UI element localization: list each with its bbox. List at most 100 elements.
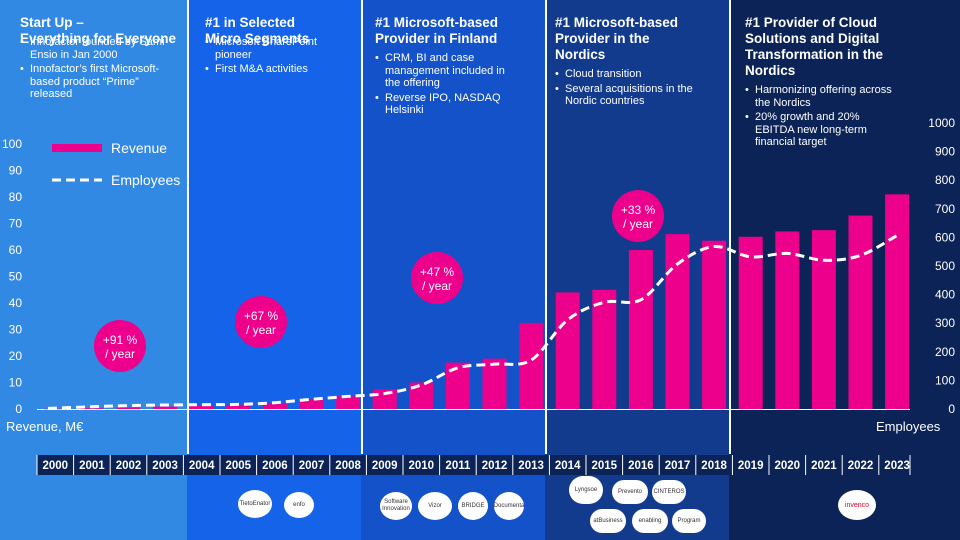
year-label: 2021 bbox=[811, 460, 837, 472]
left-tick-label: 0 bbox=[15, 402, 22, 416]
era-bullets: Microsoft SharePoint pioneer First M&A ac… bbox=[203, 36, 343, 78]
year-label: 2009 bbox=[372, 460, 398, 472]
acquisition-logo: BRIDGE bbox=[458, 492, 488, 520]
year-label: 2014 bbox=[555, 460, 581, 472]
revenue-bar bbox=[299, 398, 324, 409]
right-tick-label: 800 bbox=[935, 173, 955, 187]
era-bullet: Innofactor’s first Microsoft-based produ… bbox=[18, 63, 178, 101]
growth-bubble bbox=[235, 296, 287, 348]
left-tick-label: 10 bbox=[9, 376, 23, 390]
left-tick-label: 60 bbox=[9, 243, 23, 257]
legend-employees-label: Employees bbox=[111, 172, 180, 188]
left-axis-title: Revenue, M€ bbox=[6, 419, 84, 434]
era-bullets: Innofactor founded by Sami Ensio in Jan … bbox=[18, 36, 178, 103]
era-divider bbox=[729, 0, 731, 454]
year-label: 2013 bbox=[518, 460, 544, 472]
right-tick-label: 200 bbox=[935, 345, 955, 359]
left-tick-label: 20 bbox=[9, 349, 23, 363]
year-label: 2023 bbox=[884, 460, 910, 472]
right-tick-label: 0 bbox=[948, 402, 955, 416]
era-title: #1 Microsoft-based Provider in Finland bbox=[375, 15, 499, 46]
era-title: #1 Provider of Cloud Solutions and Digita… bbox=[745, 15, 884, 78]
revenue-bar bbox=[519, 322, 544, 409]
right-tick-label: 1000 bbox=[928, 116, 955, 130]
employees-line bbox=[47, 234, 898, 410]
era-bullet: 20% growth and 20% EBITDA new long-term … bbox=[743, 111, 893, 149]
revenue-bar bbox=[226, 404, 251, 409]
revenue-bar bbox=[262, 402, 287, 409]
acquisition-logo: Prevento bbox=[612, 480, 648, 504]
year-label: 2003 bbox=[152, 460, 178, 472]
acquisition-logo: atBusiness bbox=[590, 509, 626, 533]
era-bullet: First M&A activities bbox=[203, 63, 343, 76]
right-tick-label: 700 bbox=[935, 202, 955, 216]
year-label: 2005 bbox=[226, 460, 252, 472]
era-title: #1 Microsoft-based Provider in the Nordics bbox=[555, 15, 679, 62]
year-label: 2022 bbox=[848, 460, 874, 472]
acquisition-logo: enfo bbox=[284, 492, 314, 518]
growth-bubble-label: +33 % / year bbox=[621, 203, 656, 231]
revenue-bar bbox=[336, 396, 361, 409]
year-label: 2017 bbox=[665, 460, 691, 472]
revenue-bar bbox=[848, 215, 873, 409]
year-strip bbox=[37, 455, 910, 475]
acquisition-logo: Program bbox=[672, 509, 706, 533]
acquisition-logo: invenco bbox=[838, 490, 876, 520]
right-tick-label: 600 bbox=[935, 230, 955, 244]
era-divider bbox=[361, 0, 363, 454]
year-label: 2001 bbox=[79, 460, 105, 472]
year-label: 2016 bbox=[628, 460, 654, 472]
legend-revenue-label: Revenue bbox=[111, 140, 167, 156]
revenue-bar bbox=[775, 231, 800, 409]
era-bullets: Cloud transition Several acquisitions in … bbox=[553, 68, 693, 110]
era-bullet: Innofactor founded by Sami Ensio in Jan … bbox=[18, 36, 178, 61]
acquisition-logo: Software Innovation bbox=[380, 492, 412, 520]
year-label: 2012 bbox=[482, 460, 508, 472]
era-divider bbox=[545, 0, 547, 454]
growth-bubble bbox=[94, 320, 146, 372]
revenue-bar bbox=[592, 289, 617, 409]
left-tick-label: 100 bbox=[2, 137, 22, 151]
era-bullet: Microsoft SharePoint pioneer bbox=[203, 36, 343, 61]
acquisition-logo: Documenta bbox=[494, 492, 524, 520]
year-label: 2010 bbox=[409, 460, 435, 472]
year-label: 2000 bbox=[43, 460, 69, 472]
acquisition-logo: Vizor bbox=[418, 492, 452, 520]
right-tick-label: 400 bbox=[935, 288, 955, 302]
revenue-bar bbox=[79, 408, 104, 409]
growth-bubble-label: +91 % / year bbox=[103, 333, 138, 361]
acquisition-logo: Lyngsoe bbox=[569, 476, 603, 504]
left-tick-label: 30 bbox=[9, 323, 23, 337]
era-bullet: Cloud transition bbox=[553, 68, 693, 81]
left-tick-label: 90 bbox=[9, 164, 23, 178]
revenue-bar bbox=[665, 234, 690, 409]
year-label: 2006 bbox=[262, 460, 288, 472]
era-bullet: CRM, BI and case management included in … bbox=[373, 52, 513, 90]
revenue-bar bbox=[153, 406, 178, 409]
left-tick-label: 70 bbox=[9, 217, 23, 231]
growth-bubble bbox=[612, 190, 664, 242]
right-tick-label: 300 bbox=[935, 316, 955, 330]
growth-bubble-label: +67 % / year bbox=[244, 309, 279, 337]
era-bullets: Harmonizing offering across the Nordics2… bbox=[743, 84, 893, 151]
year-label: 2018 bbox=[701, 460, 727, 472]
left-tick-label: 80 bbox=[9, 190, 23, 204]
acquisition-logo: TietoEnator bbox=[238, 490, 272, 518]
revenue-bar bbox=[702, 240, 727, 409]
revenue-bar bbox=[482, 358, 507, 409]
era-band-2 bbox=[187, 0, 361, 540]
year-label: 2015 bbox=[592, 460, 618, 472]
year-label: 2011 bbox=[445, 460, 471, 472]
year-label: 2004 bbox=[189, 460, 215, 472]
acquisition-logo: CINTEROS bbox=[652, 480, 686, 504]
right-tick-label: 900 bbox=[935, 145, 955, 159]
revenue-bar bbox=[738, 236, 763, 409]
right-tick-label: 500 bbox=[935, 259, 955, 273]
legend-revenue-swatch bbox=[52, 144, 102, 152]
right-axis-title: Employees bbox=[876, 419, 941, 434]
era-divider bbox=[187, 0, 189, 454]
revenue-bar bbox=[811, 230, 836, 409]
era-bullet: Harmonizing offering across the Nordics bbox=[743, 84, 893, 109]
acquisition-logo: enabling bbox=[632, 509, 668, 533]
